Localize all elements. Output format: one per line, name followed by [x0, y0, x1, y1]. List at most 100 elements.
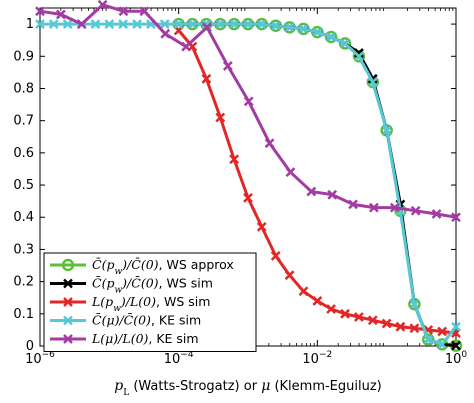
- y-tick-label: 0.2: [13, 275, 34, 290]
- y-tick-label: 1: [26, 17, 34, 32]
- y-tick-label: 0.7: [13, 114, 34, 129]
- series-layer: [35, 0, 463, 352]
- data-point-stroke: [340, 38, 350, 49]
- data-point: [312, 296, 323, 306]
- data-point: [201, 73, 212, 84]
- data-point-stroke: [243, 96, 254, 107]
- data-point: [76, 19, 87, 29]
- series-3: [173, 25, 461, 339]
- data-point-stroke: [298, 24, 309, 34]
- data-point-stroke: [215, 112, 226, 123]
- legend-entry-2: C̄(pw)/C̄(0), WS sim: [50, 275, 213, 296]
- data-point-stroke: [410, 205, 421, 216]
- data-point: [229, 154, 240, 165]
- data-point: [306, 186, 317, 197]
- data-point: [35, 6, 45, 17]
- data-point-stroke: [132, 19, 142, 29]
- data-point: [326, 32, 336, 42]
- data-point: [352, 50, 366, 63]
- data-point-stroke: [284, 22, 295, 33]
- data-point-stroke: [139, 6, 150, 17]
- data-point: [338, 37, 352, 50]
- data-point-stroke: [55, 9, 66, 20]
- data-point: [229, 19, 240, 29]
- data-point: [389, 202, 400, 213]
- data-point-stroke: [354, 51, 364, 62]
- data-point-stroke: [97, 0, 108, 10]
- data-point-stroke: [160, 28, 171, 39]
- data-point: [160, 28, 171, 39]
- data-point-stroke: [389, 202, 400, 213]
- data-point-stroke: [381, 318, 392, 329]
- data-point: [348, 199, 358, 210]
- data-point: [423, 334, 434, 345]
- data-point: [35, 19, 45, 29]
- data-point-stroke: [367, 77, 378, 87]
- y-tick-label: 0.9: [13, 49, 34, 64]
- data-point: [55, 9, 66, 20]
- data-point-stroke: [270, 20, 281, 31]
- data-point-stroke: [312, 27, 323, 38]
- data-point-stroke: [285, 167, 296, 178]
- data-point-stroke: [35, 19, 45, 29]
- data-point-stroke: [181, 41, 191, 52]
- data-point-stroke: [215, 19, 226, 29]
- data-point-stroke: [423, 334, 434, 345]
- x-tick-label: 10−4: [164, 350, 194, 367]
- data-point-stroke: [201, 19, 212, 29]
- data-point: [181, 41, 191, 52]
- data-point-stroke: [451, 212, 461, 223]
- data-point-stroke: [306, 186, 317, 197]
- data-point: [327, 189, 338, 200]
- data-point-stroke: [243, 19, 253, 29]
- data-point: [215, 19, 226, 29]
- x-axis-label: pL (Watts-Strogatz) or μ (Klemm-Eguiluz): [114, 378, 381, 398]
- data-point: [63, 334, 73, 344]
- data-point-stroke: [437, 326, 448, 337]
- data-point-stroke: [326, 304, 336, 314]
- x-axis-label-text: pL (Watts-Strogatz) or μ (Klemm-Eguiluz): [114, 378, 381, 398]
- y-tick-label: 0.3: [13, 242, 34, 257]
- data-point: [284, 270, 295, 281]
- data-point: [284, 22, 295, 33]
- data-point-stroke: [409, 299, 420, 310]
- data-point-stroke: [264, 138, 275, 149]
- data-point-stroke: [437, 339, 448, 350]
- data-point-stroke: [367, 315, 378, 326]
- data-point: [222, 61, 233, 71]
- data-point-stroke: [451, 321, 461, 332]
- data-point: [264, 138, 275, 149]
- data-point: [451, 340, 461, 351]
- legend-label: C̄(pw)/C̄(0), WS sim: [92, 275, 213, 295]
- data-point-stroke: [222, 61, 233, 71]
- data-point-stroke: [431, 209, 442, 219]
- data-point-stroke: [367, 73, 378, 84]
- data-point: [324, 30, 338, 44]
- data-point-stroke: [381, 125, 392, 136]
- data-point: [270, 20, 281, 31]
- legend-label: C̄(μ)/C̄(0), KE sim: [92, 312, 201, 327]
- data-point: [409, 323, 420, 334]
- data-point: [410, 205, 421, 216]
- data-point-stroke: [256, 222, 267, 232]
- data-point: [132, 19, 142, 29]
- data-point-stroke: [202, 22, 212, 33]
- data-point: [422, 333, 435, 346]
- data-point: [187, 19, 198, 29]
- data-point-stroke: [369, 202, 379, 213]
- data-point-stroke: [409, 323, 420, 334]
- data-point-stroke: [187, 19, 198, 29]
- data-point-stroke: [173, 19, 184, 29]
- legend-entry-5: L(μ)/L(0), KE sim: [50, 331, 199, 346]
- data-point: [97, 0, 108, 10]
- data-point: [215, 112, 226, 123]
- data-point-stroke: [298, 286, 309, 297]
- data-point-stroke: [63, 315, 73, 326]
- data-point-stroke: [63, 297, 73, 307]
- data-point-stroke: [340, 308, 350, 319]
- x-tick-label: 10−2: [302, 350, 332, 367]
- data-point: [395, 321, 406, 332]
- data-point: [340, 38, 350, 49]
- data-point: [61, 258, 75, 272]
